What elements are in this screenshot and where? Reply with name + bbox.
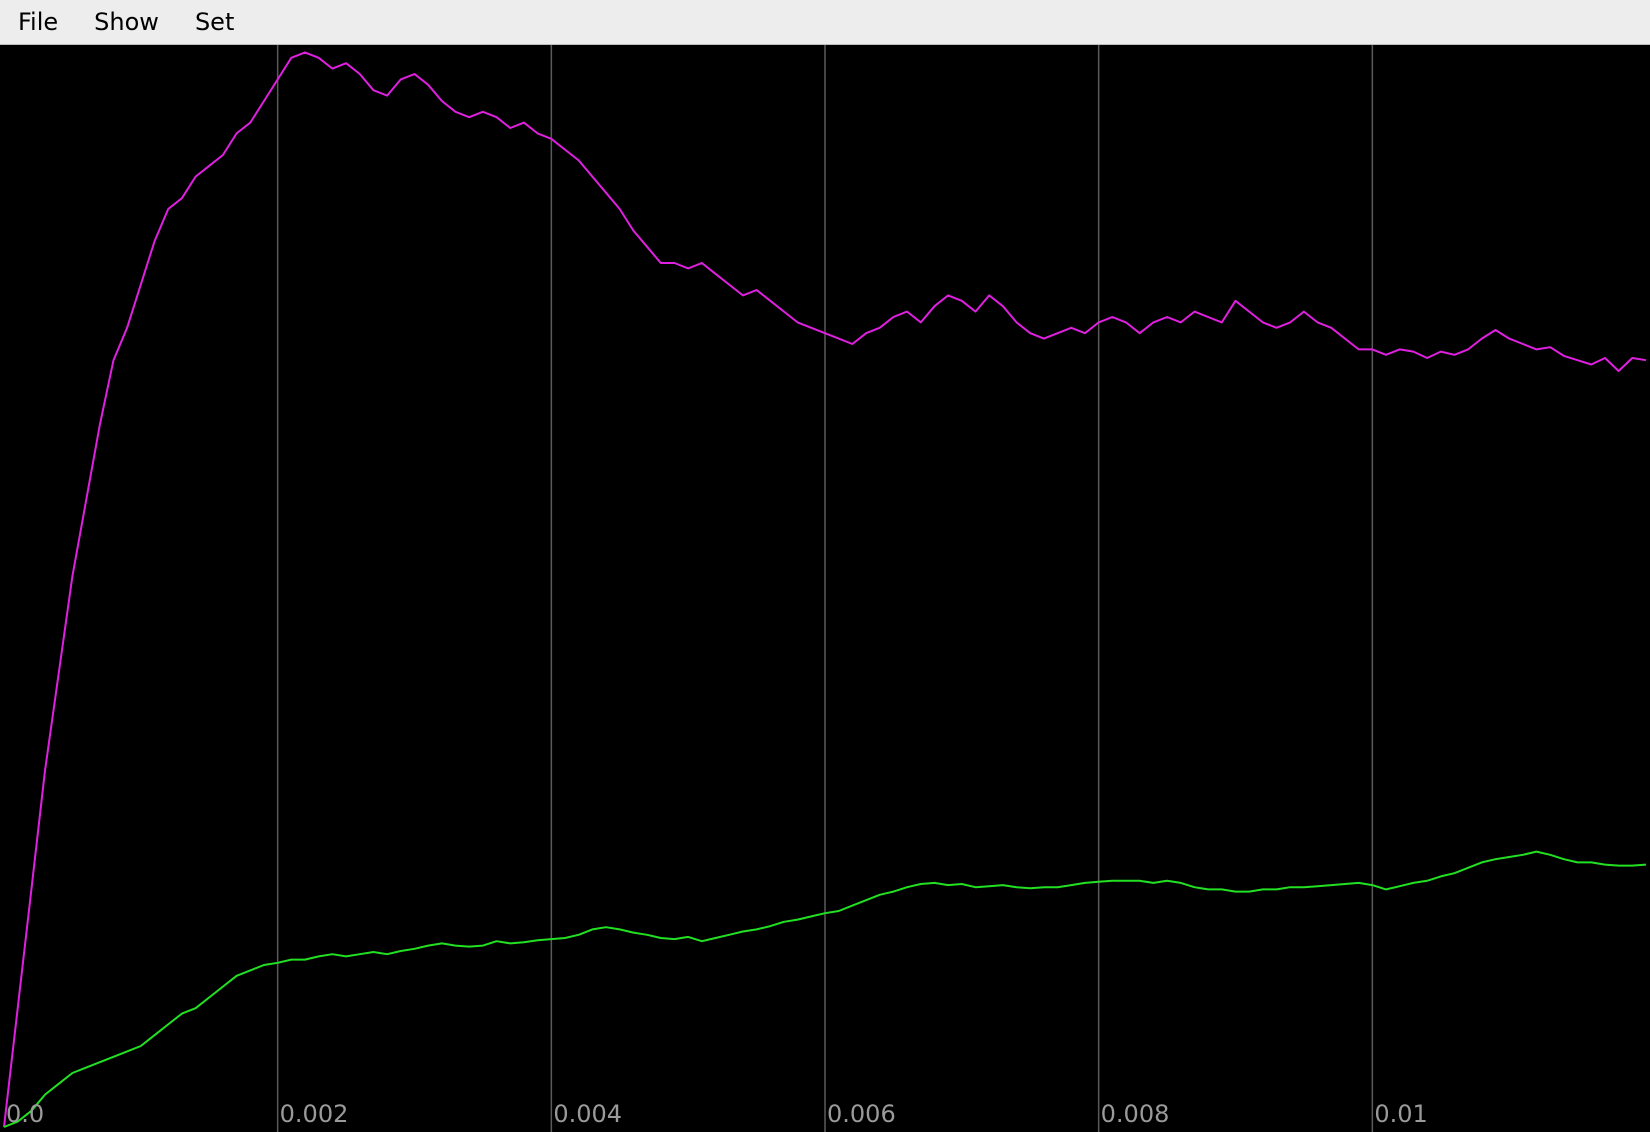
x-tick-label: 0.006 (827, 1100, 896, 1128)
series-line-1 (3, 51, 1647, 1128)
menu-show[interactable]: Show (94, 7, 159, 36)
x-tick-label: 0.002 (280, 1100, 349, 1128)
plot-area[interactable]: 0.0 0.002 0.004 0.006 0.008 0.01 (0, 45, 1650, 1132)
series-line-2 (3, 850, 1647, 1128)
x-tick-label: 0.0 (6, 1100, 44, 1128)
x-tick-label: 0.004 (553, 1100, 622, 1128)
x-tick-label: 0.01 (1374, 1100, 1427, 1128)
menu-bar: File Show Set (0, 0, 1650, 45)
line-chart: 0.0 0.002 0.004 0.006 0.008 0.01 (3, 45, 1647, 1132)
menu-set[interactable]: Set (194, 7, 235, 36)
menu-file[interactable]: File (18, 7, 59, 36)
grid-lines (276, 45, 1374, 1132)
series-lines (3, 51, 1647, 1128)
x-tick-labels: 0.0 0.002 0.004 0.006 0.008 0.01 (6, 1100, 1428, 1128)
x-tick-label: 0.008 (1101, 1100, 1170, 1128)
